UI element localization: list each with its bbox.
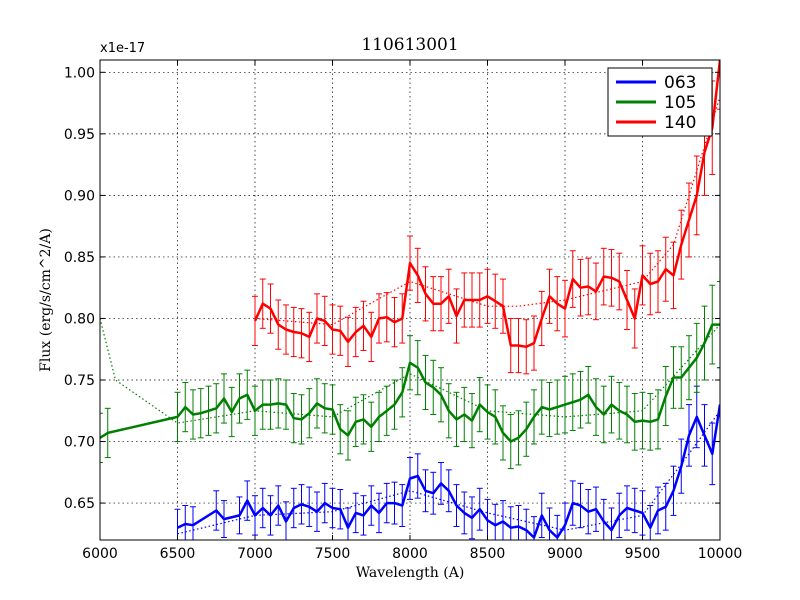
x-tick-label: 10000 — [698, 546, 743, 562]
y-tick-label: 0.95 — [64, 127, 95, 143]
y-tick-label: 0.70 — [64, 435, 95, 451]
series-105 — [100, 281, 720, 470]
x-tick-label: 7500 — [315, 546, 351, 562]
x-axis-label: Wavelength (A) — [356, 565, 465, 581]
x-tick-label: 8000 — [392, 546, 428, 562]
legend-label-063: 063 — [664, 73, 696, 93]
legend: 063 105 140 — [607, 67, 713, 137]
x-tick-label: 9000 — [547, 546, 583, 562]
series-140-line — [253, 60, 720, 349]
y-tick-label: 1.00 — [64, 65, 95, 81]
y-scale-label: x1e-17 — [100, 41, 145, 56]
chart-title: 110613001 — [361, 35, 458, 55]
x-tick-label: 9500 — [625, 546, 661, 562]
series-063 — [174, 367, 720, 540]
series-105-line — [100, 323, 720, 443]
y-tick-label: 0.85 — [64, 250, 95, 266]
series-063-line — [176, 404, 720, 539]
x-tick-label: 6000 — [82, 546, 118, 562]
y-axis-label: Flux (erg/s/cm^2/A) — [38, 228, 54, 372]
legend-label-140: 140 — [664, 113, 696, 133]
y-tick-label: 0.80 — [64, 311, 95, 327]
x-tick-label: 6500 — [160, 546, 196, 562]
y-tick-label: 0.65 — [64, 496, 95, 512]
axis-ticks: 6000 6500 7000 7500 8000 8500 9000 9500 10000 0.6… — [64, 60, 742, 562]
y-tick-label: 0.90 — [64, 188, 95, 204]
series-140 — [252, 60, 720, 375]
series-105-model-line — [100, 318, 720, 424]
x-tick-label: 8500 — [470, 546, 506, 562]
series-layer — [100, 60, 720, 540]
x-tick-label: 7000 — [237, 546, 273, 562]
y-tick-label: 0.75 — [64, 373, 95, 389]
legend-label-105: 105 — [664, 93, 696, 113]
series-140-model-line — [254, 96, 720, 326]
